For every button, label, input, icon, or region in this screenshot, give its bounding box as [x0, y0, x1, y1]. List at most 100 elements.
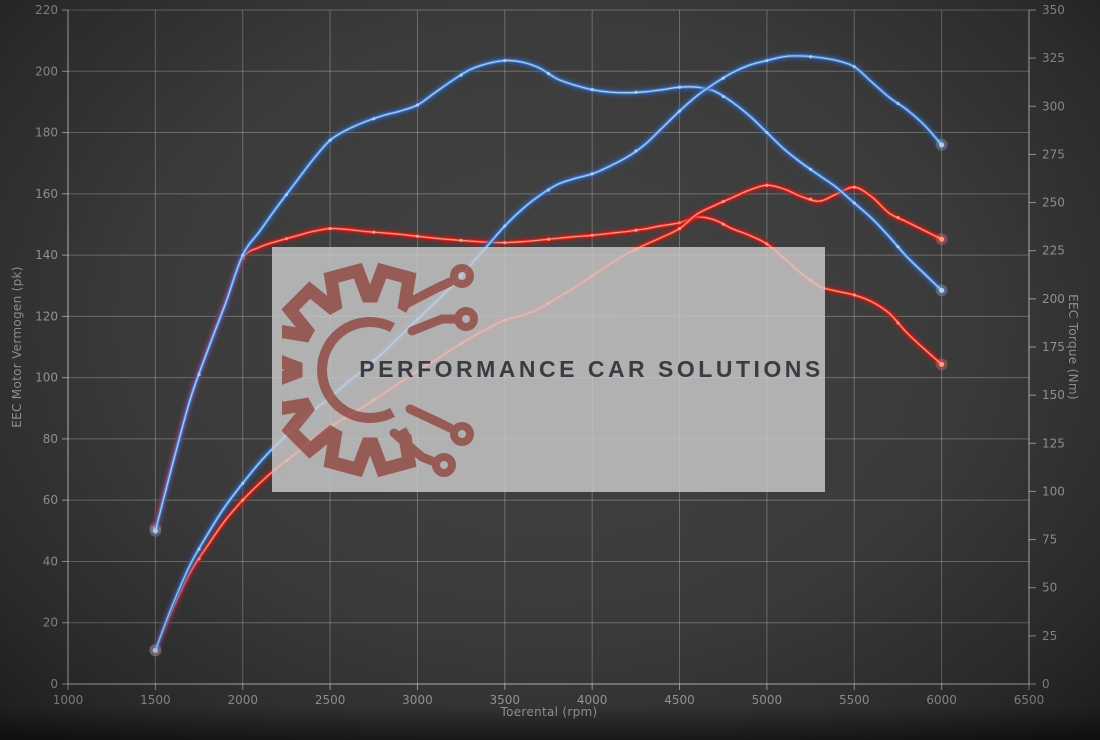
- tick-label: 3500: [490, 693, 521, 707]
- tick-label: 350: [1042, 3, 1065, 17]
- circuit-trace: [399, 277, 455, 310]
- x-axis-title: Toerental (rpm): [500, 705, 598, 719]
- tick-label: 2000: [227, 693, 258, 707]
- watermark: PERFORMANCE CAR SOLUTIONS: [272, 247, 825, 492]
- data-point-marker: [896, 215, 900, 220]
- circuit-node: [454, 307, 478, 331]
- data-point-marker: [546, 71, 551, 76]
- data-point-marker: [634, 228, 638, 232]
- data-point-marker: [284, 192, 289, 197]
- circuit-node: [432, 453, 456, 477]
- endpoint-dot: [939, 287, 945, 293]
- data-point-marker: [459, 238, 463, 243]
- data-point-marker: [721, 94, 725, 99]
- tick-label: 160: [35, 187, 58, 201]
- data-point-marker: [197, 547, 201, 551]
- data-point-marker: [721, 222, 725, 226]
- tick-label: 4000: [577, 693, 608, 707]
- tick-label: 5500: [839, 693, 870, 707]
- circuit-node: [450, 422, 474, 446]
- data-point-marker: [677, 85, 682, 89]
- tick-label: 200: [35, 64, 58, 78]
- data-point-marker: [546, 188, 551, 192]
- data-point-marker: [765, 183, 769, 187]
- data-point-marker: [241, 498, 245, 502]
- tick-label: 1500: [140, 693, 171, 707]
- curve-power-run-blue-early-peak: [149, 54, 948, 537]
- tick-label: 80: [43, 432, 58, 446]
- endpoint-dot: [152, 528, 158, 534]
- data-point-marker: [459, 73, 463, 77]
- circuit-trace: [389, 428, 437, 466]
- tick-label: 40: [43, 554, 58, 568]
- data-point-marker: [328, 226, 332, 231]
- data-point-marker: [808, 197, 813, 201]
- axes: 0 20 40 60 80 100 120 140 160 180 200 220 0 25 50 75 100…: [35, 3, 1065, 707]
- gear-circuit-logo: [282, 262, 478, 478]
- data-point-marker: [852, 201, 856, 205]
- tick-label: 125: [1042, 436, 1065, 450]
- data-point-marker: [241, 481, 245, 485]
- data-point-marker: [197, 372, 201, 377]
- tick-label: 6000: [926, 693, 957, 707]
- tick-label: 275: [1042, 147, 1065, 161]
- tick-label: 4500: [664, 693, 695, 707]
- tick-label: 50: [1042, 581, 1057, 595]
- data-point-marker: [677, 109, 682, 113]
- tick-label: 175: [1042, 340, 1065, 354]
- data-point-marker: [765, 242, 769, 246]
- tick-label: 2500: [315, 693, 346, 707]
- data-point-marker: [503, 58, 507, 63]
- data-point-marker: [852, 185, 856, 189]
- tick-label: 180: [35, 126, 58, 140]
- tick-label: 250: [1042, 196, 1065, 210]
- tick-label: 60: [43, 493, 58, 507]
- tick-label: 100: [1042, 484, 1065, 498]
- data-point-marker: [372, 117, 376, 121]
- data-point-marker: [503, 241, 507, 245]
- data-point-marker: [590, 88, 594, 92]
- tick-label: 1000: [53, 693, 84, 707]
- data-point-marker: [896, 245, 900, 249]
- circuit-trace: [407, 314, 459, 336]
- data-point-marker: [197, 557, 201, 561]
- tick-label: 300: [1042, 99, 1065, 113]
- data-point-marker: [808, 55, 813, 59]
- data-point-marker: [721, 200, 725, 204]
- data-point-marker: [415, 103, 420, 107]
- watermark-text: PERFORMANCE CAR SOLUTIONS: [359, 356, 824, 382]
- data-point-marker: [503, 224, 507, 228]
- data-point-marker: [634, 149, 638, 153]
- tick-label: 100: [35, 371, 58, 385]
- data-point-marker: [896, 101, 900, 106]
- data-point-marker: [372, 230, 376, 234]
- data-point-marker: [677, 221, 682, 225]
- tick-label: 6500: [1014, 693, 1045, 707]
- endpoint-dot: [939, 142, 945, 148]
- tick-label: 220: [35, 3, 58, 17]
- gear-inner-circle: [317, 317, 395, 423]
- tick-label: 325: [1042, 51, 1065, 65]
- tick-label: 0: [50, 677, 58, 691]
- data-point-marker: [328, 138, 332, 142]
- data-point-marker: [634, 90, 638, 94]
- tick-label: 20: [43, 616, 58, 630]
- data-point-marker: [415, 234, 420, 238]
- endpoint-dot: [939, 236, 945, 242]
- data-point-marker: [852, 65, 856, 69]
- tick-label: 25: [1042, 629, 1057, 643]
- data-point-marker: [590, 172, 594, 176]
- data-point-marker: [765, 130, 769, 135]
- data-point-marker: [241, 253, 245, 257]
- data-point-marker: [284, 237, 289, 241]
- right-axis-title: EEC Torque (Nm): [1066, 294, 1080, 400]
- endpoint-dot: [939, 361, 945, 367]
- endpoint-dot: [152, 647, 158, 653]
- tick-label: 225: [1042, 244, 1065, 258]
- data-point-marker: [590, 233, 594, 237]
- tick-label: 140: [35, 248, 58, 262]
- data-point-marker: [721, 76, 725, 80]
- tick-label: 0: [1042, 677, 1050, 691]
- tick-label: 150: [1042, 388, 1065, 402]
